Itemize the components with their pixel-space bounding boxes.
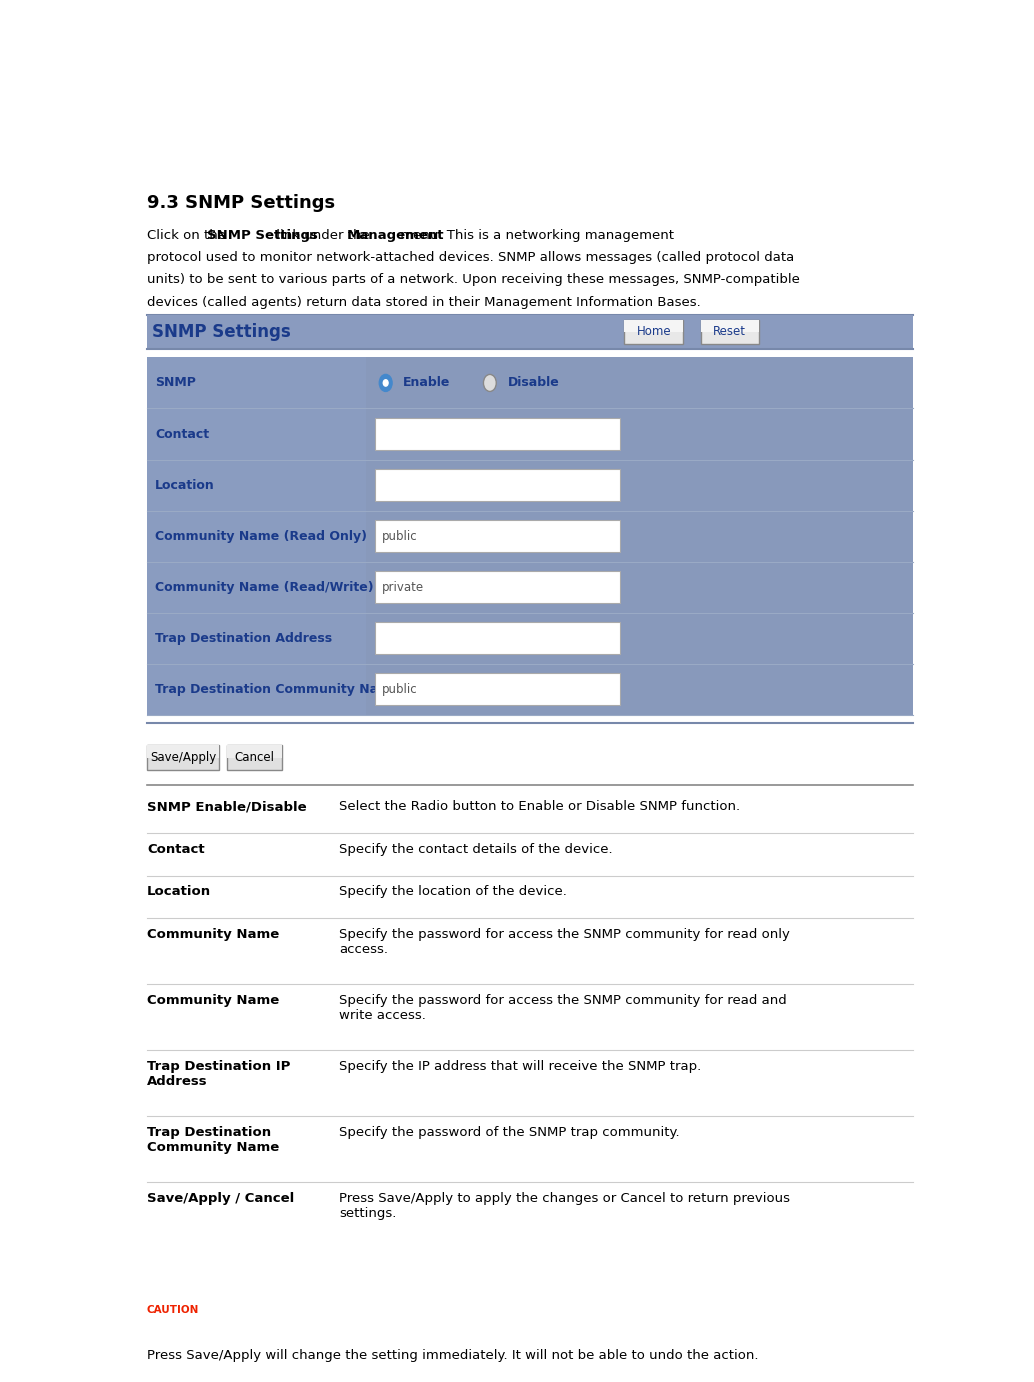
- Bar: [147, 1288, 199, 1332]
- Bar: [147, 358, 366, 409]
- Text: Trap Destination IP
Address: Trap Destination IP Address: [147, 1060, 291, 1088]
- Bar: [147, 510, 913, 561]
- Text: Specify the password for access the SNMP community for read and
write access.: Specify the password for access the SNMP…: [339, 994, 787, 1021]
- Text: Save/Apply: Save/Apply: [150, 750, 216, 764]
- Bar: [147, 561, 913, 612]
- Text: Community Name (Read/Write): Community Name (Read/Write): [155, 580, 373, 594]
- Bar: [147, 460, 913, 510]
- Text: Contact: Contact: [155, 427, 209, 441]
- Bar: [147, 561, 366, 612]
- Text: Location: Location: [147, 886, 211, 898]
- Bar: [227, 745, 281, 770]
- Bar: [147, 315, 913, 348]
- Text: Community Name (Read Only): Community Name (Read Only): [155, 529, 367, 543]
- Bar: [375, 622, 619, 654]
- Bar: [147, 612, 366, 663]
- Text: public: public: [382, 683, 418, 697]
- Circle shape: [384, 380, 388, 386]
- Bar: [149, 1289, 197, 1309]
- Bar: [147, 460, 366, 510]
- Bar: [227, 745, 281, 757]
- Bar: [701, 319, 759, 332]
- Bar: [375, 571, 619, 603]
- Text: Press Save/Apply will change the setting immediately. It will not be able to und: Press Save/Apply will change the setting…: [147, 1349, 758, 1363]
- Text: Specify the password for access the SNMP community for read only
access.: Specify the password for access the SNMP…: [339, 927, 790, 956]
- Text: CAUTION: CAUTION: [147, 1305, 200, 1314]
- Text: units) to be sent to various parts of a network. Upon receiving these messages, : units) to be sent to various parts of a …: [147, 274, 799, 286]
- Text: public: public: [382, 529, 418, 543]
- Circle shape: [379, 375, 392, 391]
- Text: Community Name: Community Name: [147, 994, 279, 1006]
- Bar: [147, 409, 366, 460]
- Text: Select the Radio button to Enable or Disable SNMP function.: Select the Radio button to Enable or Dis…: [339, 800, 740, 813]
- Bar: [149, 1325, 197, 1329]
- Text: Location: Location: [155, 478, 215, 492]
- Bar: [147, 358, 913, 409]
- Text: protocol used to monitor network-attached devices. SNMP allows messages (called : protocol used to monitor network-attache…: [147, 252, 794, 264]
- Bar: [375, 673, 619, 705]
- Text: Management: Management: [346, 228, 444, 242]
- Bar: [147, 663, 913, 714]
- Text: Trap Destination Address: Trap Destination Address: [155, 632, 332, 645]
- Text: Home: Home: [636, 325, 671, 339]
- Text: Trap Destination
Community Name: Trap Destination Community Name: [147, 1126, 279, 1154]
- Text: private: private: [382, 580, 424, 594]
- Text: Press Save/Apply to apply the changes or Cancel to return previous
settings.: Press Save/Apply to apply the changes or…: [339, 1191, 790, 1220]
- Text: Save/Apply / Cancel: Save/Apply / Cancel: [147, 1191, 294, 1205]
- Bar: [701, 319, 759, 344]
- Text: Contact: Contact: [147, 843, 205, 855]
- Text: link under the: link under the: [272, 228, 374, 242]
- Bar: [375, 468, 619, 502]
- Text: Enable: Enable: [403, 376, 451, 390]
- Text: SNMP: SNMP: [155, 376, 195, 390]
- Text: Cancel: Cancel: [235, 750, 274, 764]
- Circle shape: [484, 375, 496, 391]
- Text: Trap Destination Community Name: Trap Destination Community Name: [155, 683, 399, 697]
- Bar: [147, 612, 913, 663]
- Bar: [375, 417, 619, 451]
- Bar: [147, 663, 366, 714]
- Text: SNMP Settings: SNMP Settings: [152, 323, 291, 341]
- Text: Reset: Reset: [713, 325, 747, 339]
- Text: devices (called agents) return data stored in their Management Information Bases: devices (called agents) return data stor…: [147, 296, 701, 308]
- Text: Community Name: Community Name: [147, 927, 279, 941]
- Text: Specify the location of the device.: Specify the location of the device.: [339, 886, 567, 898]
- Bar: [147, 510, 366, 561]
- Bar: [625, 319, 683, 344]
- Bar: [375, 520, 619, 553]
- Bar: [147, 745, 219, 770]
- Bar: [147, 745, 219, 757]
- Text: SNMP Enable/Disable: SNMP Enable/Disable: [147, 800, 306, 813]
- Text: Specify the IP address that will receive the SNMP trap.: Specify the IP address that will receive…: [339, 1060, 701, 1072]
- Bar: [625, 319, 683, 332]
- Text: Specify the contact details of the device.: Specify the contact details of the devic…: [339, 843, 613, 855]
- Text: SNMP Settings: SNMP Settings: [207, 228, 318, 242]
- Text: Click on the: Click on the: [147, 228, 231, 242]
- Text: Specify the password of the SNMP trap community.: Specify the password of the SNMP trap co…: [339, 1126, 679, 1139]
- Bar: [147, 409, 913, 460]
- Text: 9.3 SNMP Settings: 9.3 SNMP Settings: [147, 193, 335, 211]
- Text: menu. This is a networking management: menu. This is a networking management: [396, 228, 674, 242]
- Text: Disable: Disable: [508, 376, 559, 390]
